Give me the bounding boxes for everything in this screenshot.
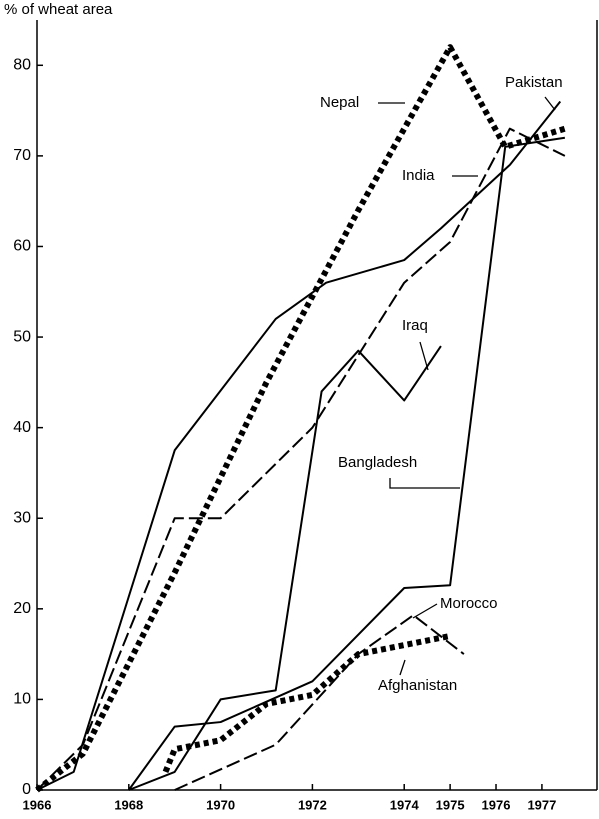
series-line [162,633,451,774]
x-tick-label: 1977 [527,797,556,812]
leader-line [412,603,438,619]
leader-line [544,96,556,111]
y-tick-label: 0 [22,781,31,798]
y-tick-label: 30 [13,509,31,526]
y-tick-label: 80 [13,57,31,74]
series-line [127,136,566,791]
x-tick-label: 1976 [482,797,511,812]
series-line [35,44,566,793]
series-label: Pakistan [505,74,563,91]
series-label: Afghanistan [378,677,457,694]
y-tick-label: 40 [13,419,31,436]
leader-line [419,341,429,371]
leader-line [389,478,460,489]
x-tick-label: 1975 [436,797,465,812]
y-axis-label: % of wheat area [4,1,113,18]
series-line [36,100,562,791]
series-label: India [402,167,435,184]
x-tick-label: 1974 [390,797,420,812]
series-label: Nepal [320,94,359,111]
y-tick-label: 20 [13,600,31,617]
series-label: Morocco [440,595,498,612]
x-tick-label: 1970 [206,797,235,812]
series-label: Bangladesh [338,454,417,471]
x-tick-label: 1972 [298,797,327,812]
series-label: Iraq [402,317,428,334]
x-tick-label: 1966 [23,797,52,812]
y-tick-label: 50 [13,328,31,345]
x-tick-label: 1968 [114,797,143,812]
y-tick-label: 70 [13,147,31,164]
series-line [36,127,566,791]
leader-line [399,659,406,676]
series-line [128,345,442,791]
y-tick-label: 60 [13,238,31,255]
y-tick-label: 10 [13,691,31,708]
